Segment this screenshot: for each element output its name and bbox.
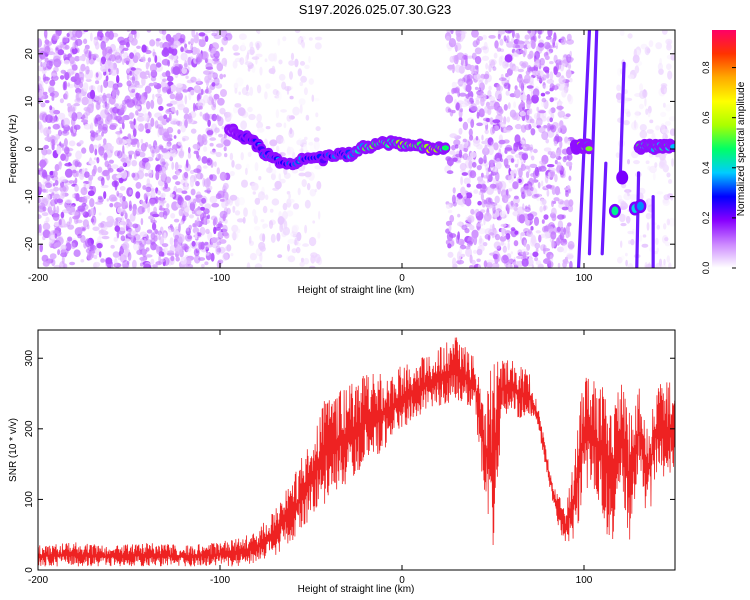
- spectrogram-x-tick-label: 0: [399, 273, 405, 284]
- snr-x-tick-label: -200: [28, 575, 48, 586]
- signal-mark: [670, 144, 675, 150]
- snr-marks: [38, 337, 675, 567]
- noise-region: [444, 30, 575, 268]
- spectral-streak: [600, 161, 608, 256]
- snr-y-tick-label: 200: [24, 420, 35, 437]
- snr-x-axis-label: Height of straight line (km): [298, 584, 415, 595]
- spectrogram-x-tick-label: -100: [210, 273, 230, 284]
- snr-y-axis-label: SNR (10 * v/v): [8, 418, 19, 482]
- signal-mark: [441, 145, 449, 151]
- snr-y-tick-label: 100: [24, 491, 35, 508]
- colorbar-gradient: [712, 30, 736, 268]
- spectral-streak: [618, 61, 626, 175]
- spectrogram-y-tick-label: -10: [24, 189, 35, 204]
- snr-y-tick-label: 300: [24, 349, 35, 366]
- spectrogram-y-tick-label: -20: [24, 237, 35, 252]
- signal-blob: [618, 173, 626, 183]
- colorbar-tick-label: 0.6: [701, 111, 711, 124]
- colorbar-tick-label: 0.8: [701, 61, 711, 74]
- spectrogram-x-axis-label: Height of straight line (km): [298, 285, 415, 296]
- snr-line: [38, 337, 675, 567]
- snr-y-tick-label: 0: [24, 567, 35, 573]
- spectrogram-marks: [38, 30, 675, 268]
- chart-title: S197.2026.025.07.30.G23: [298, 2, 452, 17]
- spectrogram-y-tick-label: 0: [24, 146, 35, 152]
- noise-region: [615, 30, 675, 268]
- snr-x-tick-label: -100: [210, 575, 230, 586]
- spectrogram-x-tick-label: -200: [28, 273, 48, 284]
- colorbar-label: Normalized spectral amplitude: [736, 81, 747, 216]
- spectrogram-y-tick-label: 20: [24, 48, 35, 60]
- colorbar-tick-label: 0.0: [701, 262, 711, 275]
- signal-blob: [611, 206, 619, 216]
- spectral-streak: [635, 171, 641, 268]
- spectral-streak: [587, 30, 599, 256]
- spectrogram-y-tick-label: 10: [24, 95, 35, 107]
- colorbar: 0.0 0.2 0.4 0.6 0.8 Normalized spectral ampl…: [701, 30, 747, 274]
- spectrogram-x-tick-label: 100: [576, 273, 593, 284]
- noise-region: [38, 30, 233, 268]
- snr-panel: -200 -100 0 100 0 100 200 300 Height of straigh…: [8, 329, 676, 595]
- noise-region: [226, 30, 323, 268]
- spectrogram-y-axis-label: Frequency (Hz): [8, 115, 19, 184]
- snr-x-tick-label: 0: [399, 575, 405, 586]
- snr-frame: [37, 329, 676, 571]
- signal-mark: [585, 146, 593, 152]
- snr-x-tick-label: 100: [576, 575, 593, 586]
- colorbar-tick-label: 0.2: [701, 212, 711, 225]
- signal-blob: [636, 201, 644, 211]
- colorbar-tick-label: 0.4: [701, 162, 711, 175]
